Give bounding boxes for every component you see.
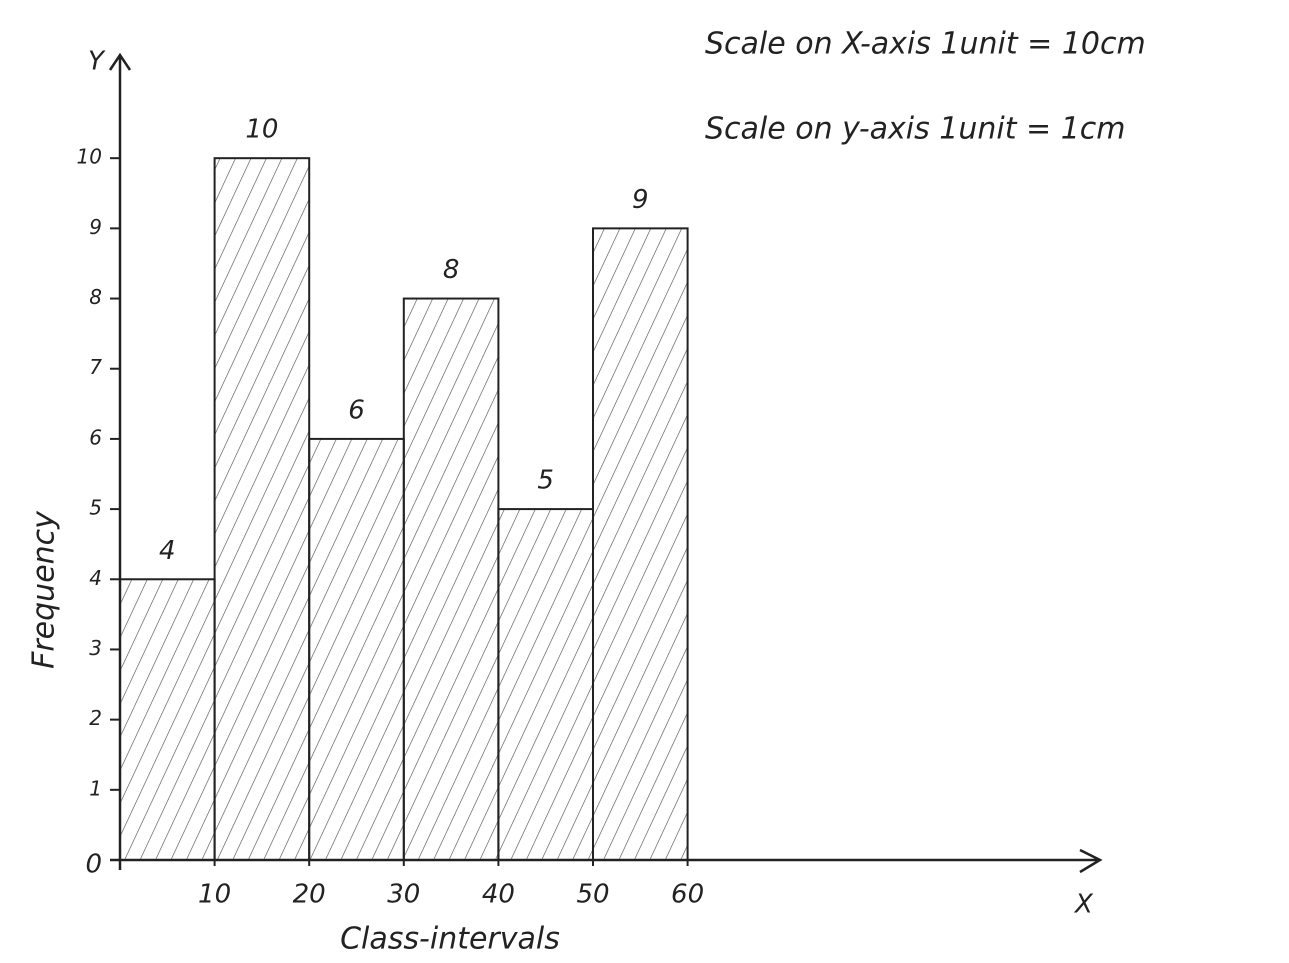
x-axis-name: X — [1073, 890, 1094, 920]
x-tick-label: 20 — [293, 880, 326, 910]
y-tick-label: 10 — [77, 145, 102, 169]
data-label: 6 — [348, 395, 365, 425]
x-tick-label: 50 — [576, 880, 609, 910]
y-tick-label: 9 — [89, 215, 102, 239]
data-label: 9 — [632, 185, 649, 215]
x-tick-label: 10 — [198, 880, 231, 910]
y-tick-label: 4 — [89, 566, 102, 590]
bar — [402, 297, 500, 861]
y-tick-label: 3 — [89, 636, 102, 660]
y-tick-label: 7 — [89, 355, 102, 379]
y-tick-label: 1 — [89, 776, 102, 800]
x-axis-title: Class-intervals — [340, 922, 560, 957]
bar — [497, 508, 594, 861]
bar — [119, 578, 216, 861]
data-label: 8 — [443, 255, 460, 285]
x-tick-label: 60 — [671, 880, 704, 910]
bar — [308, 437, 405, 861]
annotation: Scale on X-axis 1unit = 10cm — [705, 27, 1146, 62]
y-axis-title: Frequency — [27, 510, 62, 669]
y-tick-label: 2 — [89, 706, 102, 730]
y-tick-label: 8 — [89, 285, 102, 309]
bar — [213, 157, 311, 861]
data-label: 5 — [537, 466, 554, 496]
y-tick-label: 6 — [89, 425, 102, 449]
y-tick-label: 5 — [89, 496, 102, 520]
data-label: 10 — [245, 115, 278, 145]
origin-label: 0 — [85, 850, 102, 880]
annotation: Scale on y-axis 1unit = 1cm — [705, 112, 1126, 147]
y-axis-name: Y — [88, 47, 106, 77]
x-tick-label: 30 — [387, 880, 420, 910]
bar — [592, 227, 689, 861]
data-label: 4 — [159, 536, 176, 566]
x-tick-label: 40 — [482, 880, 515, 910]
